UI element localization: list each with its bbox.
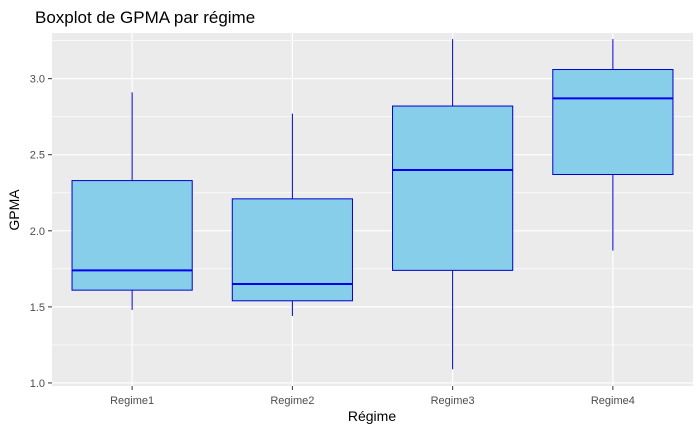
chart-title: Boxplot de GPMA par régime [35,8,255,27]
box-regime2 [231,113,353,317]
x-tick-label: Regime3 [431,395,475,407]
box-iqr [552,69,674,176]
box-iqr [71,180,193,291]
y-tick-label: 1.5 [30,302,45,314]
x-axis-ticks: Regime1 Regime2 Regime3 Regime4 [110,386,635,407]
y-tick-label: 2.0 [30,226,45,238]
y-tick-label: 3.0 [30,74,45,86]
boxes-layer [71,39,674,370]
y-tick-label: 1.0 [30,378,45,390]
x-tick-label: Regime4 [591,395,635,407]
x-axis-title: Régime [348,408,396,424]
y-axis-ticks: 1.0 1.5 2.0 2.5 3.0 [30,74,52,390]
box-regime1 [71,92,193,310]
box-iqr [231,198,353,302]
box-regime4 [552,39,674,251]
x-tick-label: Regime1 [110,395,154,407]
box-iqr [392,105,514,271]
box-regime3 [392,39,514,370]
y-axis-title: GPMA [6,189,22,231]
x-tick-label: Regime2 [270,395,314,407]
y-tick-label: 2.5 [30,150,45,162]
